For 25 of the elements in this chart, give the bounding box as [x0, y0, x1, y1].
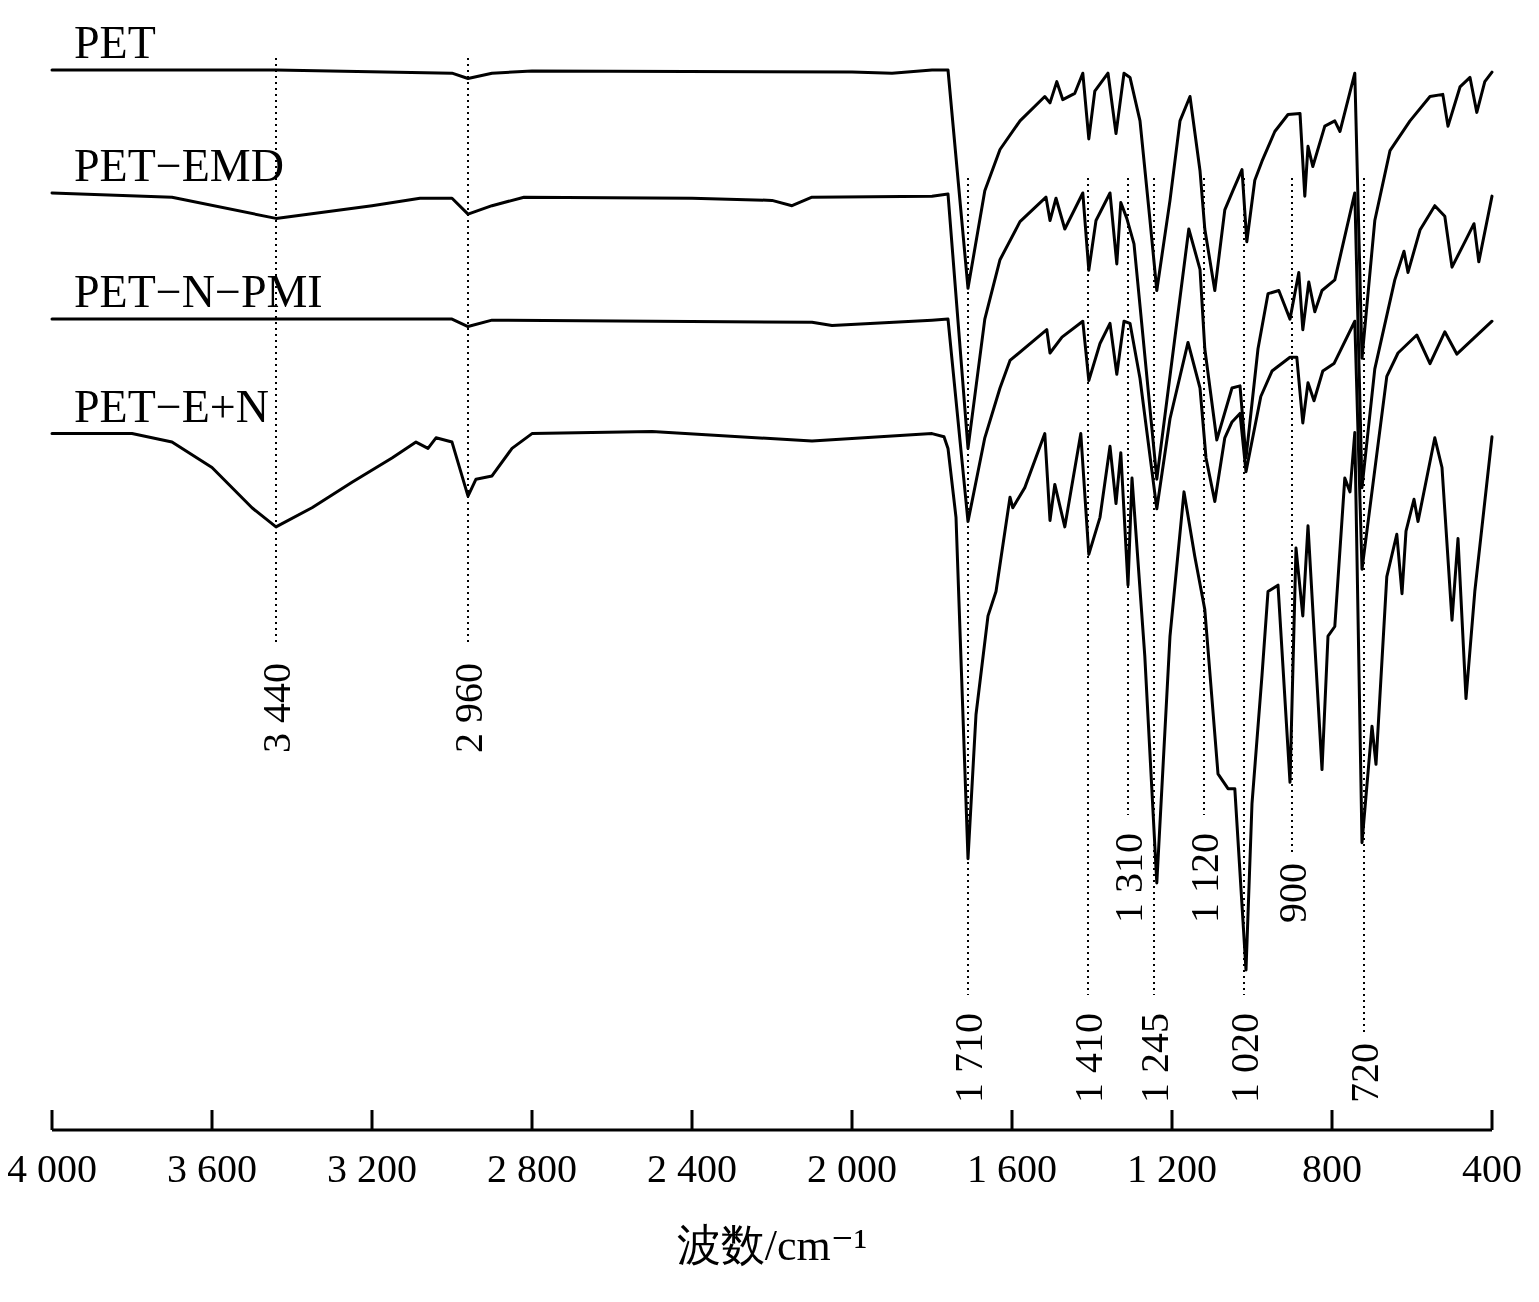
ref-line-label: 3 440 [254, 663, 299, 753]
ref-line-label: 1 245 [1132, 1013, 1177, 1103]
series-label: PET [74, 17, 156, 68]
ref-line-label: 1 410 [1066, 1013, 1111, 1103]
ref-line-label: 720 [1342, 1043, 1387, 1103]
x-tick-label: 400 [1462, 1146, 1522, 1191]
ref-line-label: 1 310 [1106, 833, 1151, 923]
x-tick-label: 1 200 [1127, 1146, 1217, 1191]
x-tick-label: 800 [1302, 1146, 1362, 1191]
ref-line-label: 900 [1270, 863, 1315, 923]
series-label: PET−N−PMI [74, 266, 323, 318]
ref-line-label: 1 020 [1222, 1013, 1267, 1103]
ref-line-label: 2 960 [446, 663, 491, 753]
x-tick-label: 3 600 [167, 1146, 257, 1191]
x-axis-title: 波数/cm⁻¹ [676, 1221, 868, 1270]
x-tick-label: 2 400 [647, 1146, 737, 1191]
series-label: PET−E+N [74, 380, 269, 432]
ref-line-label: 1 120 [1182, 833, 1227, 923]
x-tick-label: 2 000 [807, 1146, 897, 1191]
x-tick-label: 3 200 [327, 1146, 417, 1191]
ref-line-label: 1 710 [946, 1013, 991, 1103]
x-tick-label: 2 800 [487, 1146, 577, 1191]
series-label: PET−EMD [74, 139, 284, 191]
x-tick-label: 4 000 [7, 1146, 97, 1191]
x-tick-label: 1 600 [967, 1146, 1057, 1191]
